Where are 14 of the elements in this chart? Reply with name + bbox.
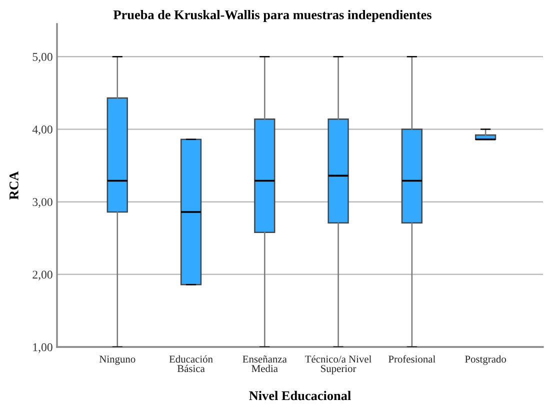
y-tick-label: 5,00 bbox=[32, 52, 52, 63]
x-tick-label: Postgrado bbox=[465, 355, 506, 365]
y-tick-label: 2,00 bbox=[32, 270, 52, 280]
y-tick-label: 4,00 bbox=[32, 125, 52, 136]
y-tick-label: 1,00 bbox=[33, 343, 52, 353]
chart-title: Prueba de Kruskal-Wallis para muestras independientes bbox=[113, 10, 432, 22]
x-axis-title: Nivel Educacional bbox=[249, 390, 351, 400]
x-tick-label: Técnico/a Nivel Superior bbox=[305, 355, 372, 374]
x-tick-label: Enseñanza Media bbox=[242, 356, 287, 372]
y-axis-title: RCA bbox=[10, 171, 18, 200]
x-tick-label: Educación Básica bbox=[169, 355, 213, 372]
x-tick-label: Profesional bbox=[388, 355, 436, 363]
y-tick-label: 3,00 bbox=[32, 198, 52, 208]
x-tick-label: Ninguno bbox=[99, 356, 136, 365]
